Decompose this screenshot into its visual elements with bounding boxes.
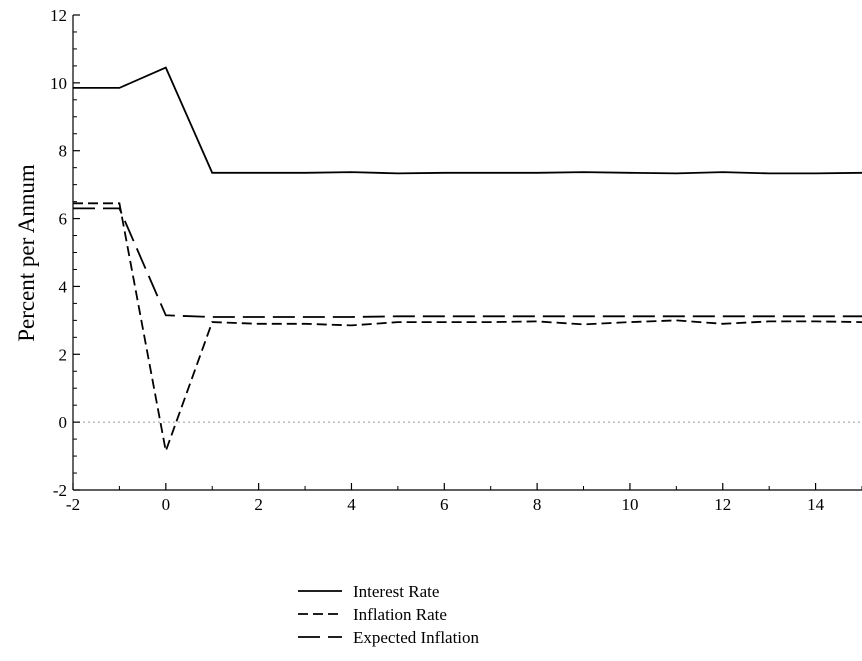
y-tick-label: 8 bbox=[59, 142, 68, 161]
legend-label: Inflation Rate bbox=[353, 605, 447, 624]
series-line-expected-inflation bbox=[73, 207, 862, 318]
y-tick-label: 0 bbox=[59, 413, 68, 432]
x-tick-label: 4 bbox=[347, 495, 356, 514]
y-tick-label: 2 bbox=[59, 345, 68, 364]
axes bbox=[72, 15, 862, 491]
series-lines bbox=[73, 66, 862, 455]
legend-label: Expected Inflation bbox=[353, 628, 480, 647]
series-line-interest-rate bbox=[73, 66, 862, 175]
y-axis-title: Percent per Annum bbox=[14, 164, 39, 342]
legend-label: Interest Rate bbox=[353, 582, 439, 601]
y-tick-label: 6 bbox=[59, 210, 68, 229]
ticks: -2 0 2 4 6 8 10 12 -2 0 2 4 6 8 10 12 14 bbox=[50, 6, 862, 514]
x-tick-label: 12 bbox=[714, 495, 731, 514]
legend: Interest Rate Inflation Rate Expected Infl… bbox=[298, 582, 480, 647]
x-tick-label: 10 bbox=[621, 495, 638, 514]
x-tick-label: -2 bbox=[66, 495, 80, 514]
y-tick-label: 4 bbox=[59, 277, 68, 296]
x-tick-label: 8 bbox=[533, 495, 542, 514]
x-tick-label: 2 bbox=[254, 495, 263, 514]
y-tick-label: 10 bbox=[50, 74, 67, 93]
y-tick-label: 12 bbox=[50, 6, 67, 25]
series-line-inflation-rate bbox=[73, 202, 862, 455]
x-tick-label: 0 bbox=[162, 495, 171, 514]
x-tick-label: 6 bbox=[440, 495, 449, 514]
x-tick-label: 14 bbox=[807, 495, 825, 514]
y-tick-label: -2 bbox=[53, 481, 67, 500]
